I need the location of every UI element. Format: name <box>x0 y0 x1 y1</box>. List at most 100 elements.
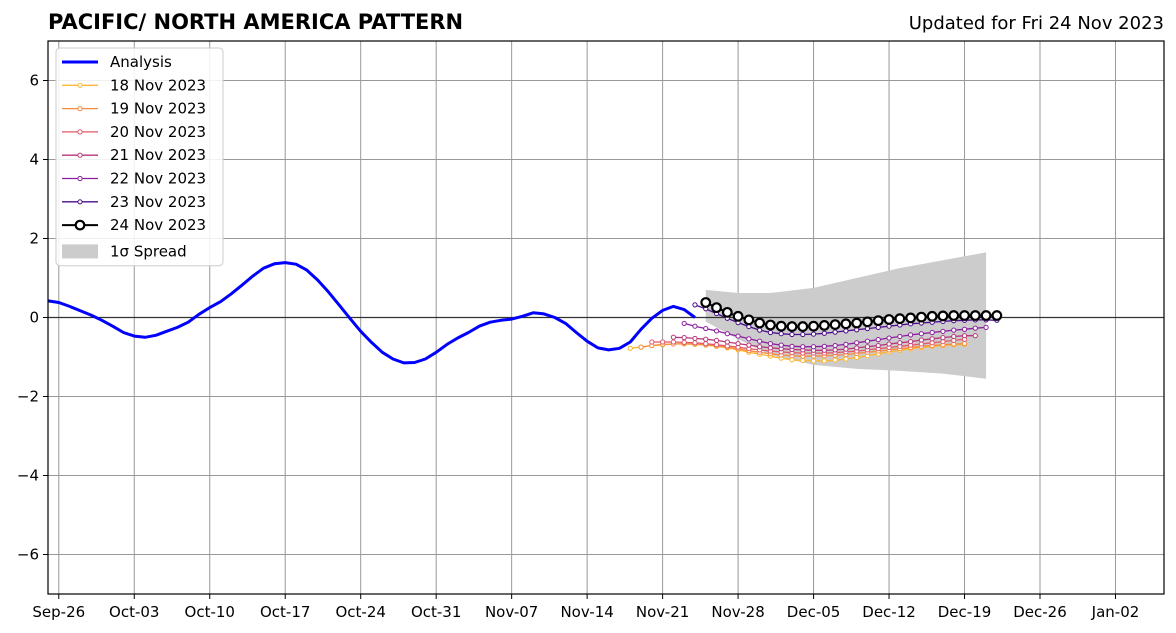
data-point <box>721 306 733 318</box>
data-point <box>735 340 741 347</box>
data-point <box>800 331 806 338</box>
data-point <box>951 333 957 340</box>
legend-entry: 18 Nov 2023 <box>62 76 206 94</box>
data-point <box>670 339 676 345</box>
data-point <box>951 327 957 333</box>
data-point <box>786 321 798 332</box>
data-point <box>692 302 698 308</box>
data-point <box>969 310 981 321</box>
data-point <box>713 328 720 334</box>
legend-marker <box>77 175 83 182</box>
legend-entry: 20 Nov 2023 <box>62 123 206 141</box>
y-tick-label: −6 <box>17 546 39 564</box>
series-line <box>47 261 696 365</box>
series-7 <box>700 297 1003 332</box>
data-point <box>972 333 978 339</box>
data-point <box>886 341 892 347</box>
data-point <box>810 358 817 364</box>
x-tick-label: Dec-05 <box>787 603 841 621</box>
data-point <box>832 357 838 363</box>
legend-label: 18 Nov 2023 <box>110 76 206 94</box>
x-tick-label: Nov-07 <box>485 603 538 621</box>
legend-entry: 23 Nov 2023 <box>62 193 206 211</box>
data-point <box>743 314 755 326</box>
data-point <box>821 330 827 336</box>
data-point <box>929 329 935 336</box>
data-point <box>851 317 863 329</box>
data-point <box>843 328 849 334</box>
data-point <box>875 342 881 349</box>
data-point <box>915 311 927 323</box>
legend-marker <box>77 82 83 88</box>
data-point <box>821 343 827 349</box>
data-point <box>681 339 687 345</box>
data-point <box>810 331 817 337</box>
data-point <box>961 340 968 347</box>
data-point <box>692 335 698 342</box>
x-tick-label: Oct-10 <box>185 603 235 621</box>
x-tick-label: Dec-26 <box>1013 603 1067 621</box>
data-point <box>991 310 1003 321</box>
data-point <box>908 332 914 338</box>
legend-label: 20 Nov 2023 <box>110 123 206 141</box>
data-point <box>746 336 752 342</box>
legend-marker <box>77 152 83 158</box>
data-point <box>843 341 849 347</box>
x-tick-label: Oct-24 <box>335 603 385 621</box>
data-point <box>767 345 774 351</box>
data-point <box>775 320 787 332</box>
data-point <box>800 357 806 364</box>
data-point <box>959 310 970 321</box>
legend-label: 22 Nov 2023 <box>110 170 206 188</box>
data-point <box>757 344 763 350</box>
data-point <box>854 340 860 346</box>
data-point <box>735 333 741 339</box>
data-point <box>681 335 687 341</box>
data-point <box>818 320 830 331</box>
data-point <box>713 337 720 344</box>
legend-entry: 21 Nov 2023 <box>62 146 206 164</box>
data-point <box>789 331 795 338</box>
data-point <box>660 339 666 345</box>
legend-marker <box>77 199 83 205</box>
data-point <box>886 335 892 341</box>
legend-label: 24 Nov 2023 <box>110 216 206 234</box>
data-point <box>638 344 644 350</box>
data-point <box>832 342 838 349</box>
data-point <box>875 337 881 343</box>
data-point <box>713 342 720 348</box>
legend-swatch <box>62 244 98 259</box>
data-point <box>649 339 655 345</box>
data-point <box>897 340 903 346</box>
data-point <box>840 318 852 330</box>
data-point <box>864 344 871 350</box>
data-point <box>627 345 633 351</box>
data-point <box>961 333 968 339</box>
data-point <box>864 338 871 344</box>
data-point <box>700 297 712 308</box>
data-point <box>940 335 946 341</box>
data-point <box>926 310 938 322</box>
x-tick-label: Oct-31 <box>411 603 461 621</box>
y-tick-label: 2 <box>29 230 39 248</box>
data-point <box>872 315 884 327</box>
x-tick-label: Dec-19 <box>938 603 992 621</box>
data-point <box>767 340 774 347</box>
data-point <box>832 347 838 353</box>
legend-entry: 19 Nov 2023 <box>62 100 206 118</box>
legend-marker <box>77 106 83 112</box>
x-tick-label: Sep-26 <box>32 603 85 621</box>
data-point <box>732 310 744 322</box>
data-point <box>918 331 924 337</box>
x-tick-label: Dec-12 <box>862 603 916 621</box>
data-point <box>894 313 906 325</box>
y-tick-label: 6 <box>29 72 39 90</box>
data-point <box>765 319 776 331</box>
data-point <box>797 321 809 332</box>
data-point <box>703 340 709 347</box>
data-point <box>832 329 838 335</box>
x-tick-label: Nov-14 <box>560 603 613 621</box>
legend: Analysis 18 Nov 2023 19 Nov 2023 20 Nov 202… <box>55 47 224 267</box>
chart-title: PACIFIC/ NORTH AMERICA PATTERN <box>48 10 463 34</box>
data-point <box>843 356 849 362</box>
